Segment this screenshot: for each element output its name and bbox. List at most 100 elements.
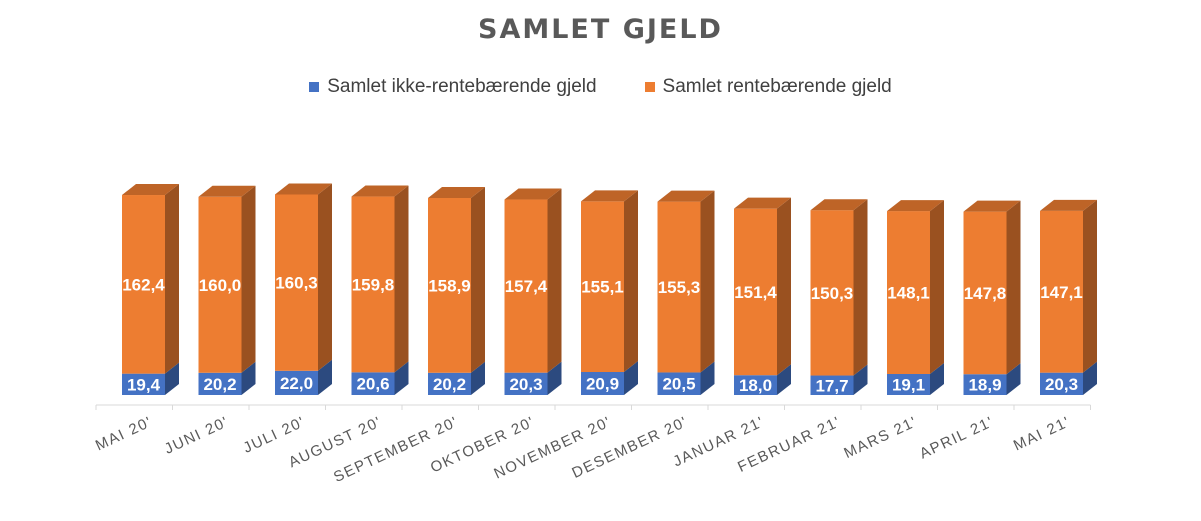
legend-swatch-blue <box>309 82 320 92</box>
bar-segment-interest-top <box>1040 199 1097 211</box>
bar-segment-non-interest-side <box>547 361 562 395</box>
data-label: 20,2 <box>203 375 236 394</box>
data-label: 155,1 <box>581 278 624 297</box>
chart-legend: Samlet ikke-rentebærende gjeld Samlet re… <box>0 76 1201 98</box>
bar-segment-non-interest <box>504 372 548 395</box>
data-label: 18,0 <box>739 376 772 395</box>
bar-segment-interest-top <box>963 200 1021 212</box>
bar-segment-non-interest <box>428 372 471 395</box>
bar-segment-non-interest-side <box>853 364 868 395</box>
chart-title: SAMLET GJELD <box>478 14 723 45</box>
bar-segment-interest-side <box>394 185 409 373</box>
data-label: 147,1 <box>1040 283 1083 302</box>
data-label: 162,4 <box>122 275 165 294</box>
data-label: 17,7 <box>815 376 848 395</box>
bar-segment-interest <box>504 199 548 373</box>
bar-segment-non-interest-side <box>1006 363 1021 395</box>
data-label: 160,3 <box>275 274 318 293</box>
bar-segment-interest-top <box>734 197 791 209</box>
data-label: 18,9 <box>968 376 1001 395</box>
data-label: 155,3 <box>658 278 701 297</box>
bar-segment-interest-top <box>351 185 409 197</box>
bar-segment-interest-side <box>1083 199 1097 373</box>
legend-label-interest: Samlet rentebærende gjeld <box>662 76 892 97</box>
bar-segment-non-interest <box>581 372 624 395</box>
bar-segment-interest <box>581 201 624 373</box>
x-tick-label: JUNI 20' <box>162 413 232 458</box>
bar-segment-non-interest <box>275 370 318 395</box>
legend-swatch-orange <box>644 82 655 92</box>
bar-segment-interest-side <box>853 199 868 376</box>
bar-segment-non-interest <box>198 372 242 395</box>
data-label: 157,4 <box>505 277 548 296</box>
data-label: 19,4 <box>127 375 161 394</box>
bar-segment-interest-top <box>504 188 562 200</box>
bar-segment-interest-top <box>122 184 179 196</box>
bar-segment-interest-top <box>275 183 332 195</box>
bar-segment-interest <box>810 210 854 376</box>
bar-segment-interest-top <box>198 185 256 197</box>
bar-segment-non-interest-side <box>624 361 638 395</box>
bar-segment-interest-top <box>810 199 868 211</box>
bar-segment-non-interest <box>1040 372 1083 395</box>
x-tick-label: MAI 21' <box>1011 413 1073 454</box>
bar-segment-non-interest-side <box>777 364 791 395</box>
bar-segment-interest-top <box>657 190 715 202</box>
data-label: 158,9 <box>428 276 471 295</box>
bar-segment-interest-top <box>581 190 638 202</box>
legend-item-interest: Samlet rentebærende gjeld <box>644 76 892 98</box>
x-tick-label: SEPTEMBER 20' <box>331 413 461 486</box>
bar-segment-interest <box>1040 210 1083 373</box>
data-label: 20,6 <box>356 375 389 394</box>
bar-segment-interest-side <box>777 197 791 376</box>
bar-segment-non-interest-side <box>318 359 332 395</box>
x-tick-label: MAI 20' <box>93 413 155 454</box>
bar-segment-interest <box>122 195 165 374</box>
bar-segment-non-interest <box>657 372 701 395</box>
bar-segment-non-interest-side <box>394 361 409 395</box>
bar-segment-interest-side <box>241 185 256 373</box>
bar-segment-non-interest-side <box>1083 361 1097 395</box>
bar-segment-interest <box>275 194 318 371</box>
x-tick-label: APRIL 21' <box>917 413 997 462</box>
bar-segment-non-interest <box>887 373 930 395</box>
bar-segment-interest-side <box>930 200 944 374</box>
bar-segment-non-interest-side <box>471 361 485 395</box>
bar-segment-interest <box>198 196 242 373</box>
bar-segment-interest-side <box>471 186 485 373</box>
bar-segment-non-interest <box>122 373 165 395</box>
data-label: 20,3 <box>1045 375 1078 394</box>
bar-segment-non-interest-side <box>241 361 256 395</box>
data-label: 19,1 <box>892 375 925 394</box>
bar-segment-interest-side <box>547 188 562 373</box>
bar-segment-non-interest-side <box>165 362 179 395</box>
bar-segment-interest <box>887 211 930 374</box>
bar-segment-interest <box>657 201 701 373</box>
legend-label-non-interest: Samlet ikke-rentebærende gjeld <box>327 76 597 97</box>
bar-segment-interest-top <box>428 186 485 198</box>
data-label: 20,9 <box>586 375 619 394</box>
bar-segment-interest-top <box>887 200 944 212</box>
x-tick-label: MARS 21' <box>841 413 920 462</box>
bar-segment-interest <box>351 196 395 373</box>
bar-segment-non-interest <box>963 374 1007 395</box>
bar-segment-interest <box>428 197 471 373</box>
bar-segment-interest <box>963 211 1007 375</box>
bar-segment-interest-side <box>318 183 332 371</box>
data-label: 150,3 <box>811 284 854 303</box>
data-label: 160,0 <box>199 276 242 295</box>
data-label: 151,4 <box>734 283 777 302</box>
data-label: 20,2 <box>433 375 466 394</box>
bar-segment-non-interest-side <box>930 362 944 395</box>
legend-item-non-interest: Samlet ikke-rentebærende gjeld <box>309 76 597 98</box>
bar-segment-interest-side <box>624 190 638 373</box>
bar-segment-non-interest <box>351 372 395 395</box>
data-label: 20,3 <box>509 375 542 394</box>
data-label: 20,5 <box>662 375 695 394</box>
bar-segment-interest-side <box>1006 200 1021 375</box>
data-label: 148,1 <box>887 284 930 303</box>
bar-segment-non-interest <box>734 375 777 395</box>
data-label: 159,8 <box>352 275 395 294</box>
data-label: 22,0 <box>280 374 313 393</box>
